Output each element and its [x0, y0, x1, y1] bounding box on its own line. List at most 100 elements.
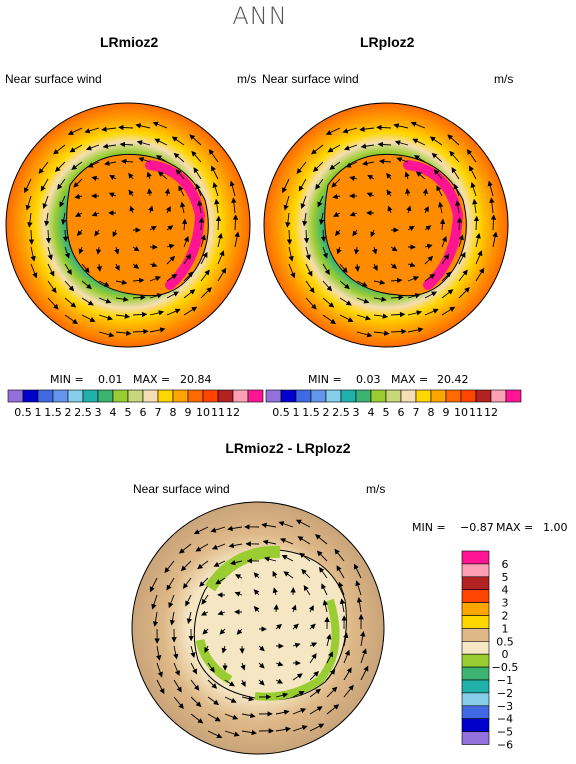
difference-wind-arrow: [227, 525, 243, 532]
panel-1-wind-arrow: [132, 294, 146, 301]
difference-colorbar-swatch: [461, 731, 490, 745]
difference-wind-arrow: [336, 565, 345, 579]
panel-1-title: LRmioz2: [100, 34, 159, 50]
panel-2-wind-arrow: [319, 212, 325, 225]
panel-1-colorbar-swatch: [247, 389, 264, 403]
panel-2-wind-arrow: [458, 287, 470, 299]
difference-wind-arrow: [275, 623, 282, 630]
difference-colorbar-swatch: [461, 615, 490, 629]
panel-1-colorbar-swatch: [67, 389, 84, 403]
panel-1-wind-arrow: [166, 308, 181, 316]
panel-2-wind-arrow: [433, 169, 443, 180]
panel-2-wind-arrow: [315, 178, 324, 190]
panel-2-colorbar-tick-label: 4: [368, 406, 375, 419]
difference-wind-arrow: [207, 730, 223, 739]
panel-1-wind-arrow: [166, 273, 178, 282]
panel-1-wind-arrow: [102, 143, 117, 149]
difference-wind-arrow: [190, 679, 200, 691]
panel-2-wind-arrow: [441, 306, 456, 316]
difference-wind-arrow: [258, 645, 265, 652]
panel-1-wind-arrow: [138, 157, 151, 163]
panel-2-wind-arrow: [407, 225, 415, 232]
difference-colorbar-swatch: [461, 666, 490, 681]
panel-2-wind-arrow: [407, 276, 420, 282]
difference-wind-arrow: [322, 599, 329, 613]
difference-wind-arrow: [190, 713, 204, 724]
panel-2-wind-arrow: [423, 206, 429, 214]
panel-2-wind-arrow: [288, 263, 296, 279]
difference-wind-arrow: [156, 645, 162, 661]
difference-wind-arrow: [152, 611, 159, 627]
difference-colorbar-swatch: [461, 718, 490, 732]
difference-wind-arrow: [275, 726, 291, 732]
panel-1-variable: Near surface wind: [5, 72, 102, 86]
difference-wind-arrow: [309, 723, 325, 732]
difference-wind-arrow: [292, 708, 307, 715]
difference-colorbar-tick-label: −3: [497, 700, 513, 713]
difference-colorbar-tick-label: −2: [497, 687, 513, 700]
panel-1-wind-arrow: [28, 229, 35, 245]
panel-2-wind-arrow: [431, 152, 443, 163]
panel-1-colorbar-tick-label: 9: [185, 406, 192, 419]
difference-wind-arrow: [278, 521, 294, 528]
panel-1-wind-arrow: [200, 251, 208, 265]
panel-1-colorbar-swatch: [142, 389, 159, 403]
panel-1-wind-arrow: [197, 200, 203, 214]
panel-2-wind-arrow: [305, 246, 311, 261]
difference-wind-arrow: [224, 730, 240, 737]
panel-2-wind-arrow: [339, 280, 350, 290]
panel-1-wind-arrow: [189, 134, 202, 146]
difference-wind-arrow: [241, 729, 257, 736]
panel-2-wind-arrow: [407, 293, 421, 299]
panel-2-wind-arrow: [455, 200, 461, 214]
panel-1-antarctica: [66, 153, 209, 297]
difference-wind-arrow: [356, 597, 363, 613]
panel-2-colorbar-swatch: [340, 389, 357, 403]
difference-colorbar-tick-label: 3: [502, 597, 509, 610]
panel-2-wind-arrow: [286, 229, 293, 245]
panel-1-colorbar-tick-label: 1: [35, 406, 42, 419]
difference-wind-arrow: [190, 662, 197, 675]
difference-wind-arrow: [215, 577, 226, 585]
panel-1-wind-arrow: [232, 214, 239, 231]
difference-colorbar-swatch: [461, 563, 490, 578]
panel-1-wind-arrow: [149, 225, 157, 232]
difference-wind-arrow: [355, 580, 362, 596]
difference-wind-arrow: [253, 572, 260, 579]
panel-2-wind-arrow: [470, 182, 477, 197]
panel-1-wind-arrow: [200, 269, 210, 282]
panel-2-wind-arrow: [390, 246, 398, 252]
panel-1-wind-arrow: [47, 280, 57, 294]
panel-2-wind-arrow: [406, 205, 412, 214]
panel-1-wind-arrow: [148, 205, 154, 214]
panel-1-colorbar-swatch: [37, 389, 54, 403]
panel-1-units: m/s: [237, 72, 257, 86]
difference-wind-arrow: [219, 628, 226, 635]
difference-wind-arrow: [190, 696, 202, 708]
difference-colorbar-tick-label: −1: [497, 674, 513, 687]
panel-1-colorbar-swatch: [7, 389, 24, 403]
panel-1-wind-arrow: [98, 314, 113, 321]
panel-1-colorbar-swatch: [202, 389, 219, 403]
panel-2-wind-arrow: [342, 127, 358, 134]
panel-1-wind-arrow: [193, 167, 202, 180]
panel-1-wind-arrow: [94, 229, 100, 237]
panel-2-colorbar-swatch: [355, 389, 372, 403]
panel-2-wind-arrow: [339, 263, 348, 274]
panel-1-wind-arrow: [146, 171, 152, 180]
panel-1-colorbar-swatch: [52, 389, 69, 403]
panel-1-wind-arrow: [132, 311, 148, 318]
panel-2-wind-arrow: [390, 328, 407, 335]
season-title: ANN: [232, 2, 288, 30]
panel-2-wind-arrow: [472, 198, 478, 214]
panel-1-wind-arrow: [114, 246, 120, 255]
panel-1-wind-arrow: [59, 195, 66, 208]
panel-2-wind-arrow: [322, 246, 328, 259]
panel-2-wind-arrow: [441, 271, 452, 282]
panel-1-wind-arrow: [98, 280, 110, 287]
panel-2-wind-arrow: [305, 280, 315, 294]
panel-2-wind-arrow: [349, 211, 358, 217]
difference-colorbar-tick-label: 2: [502, 610, 509, 623]
panel-2-colorbar-swatch: [325, 389, 342, 403]
panel-2-colorbar-swatch: [430, 389, 447, 403]
